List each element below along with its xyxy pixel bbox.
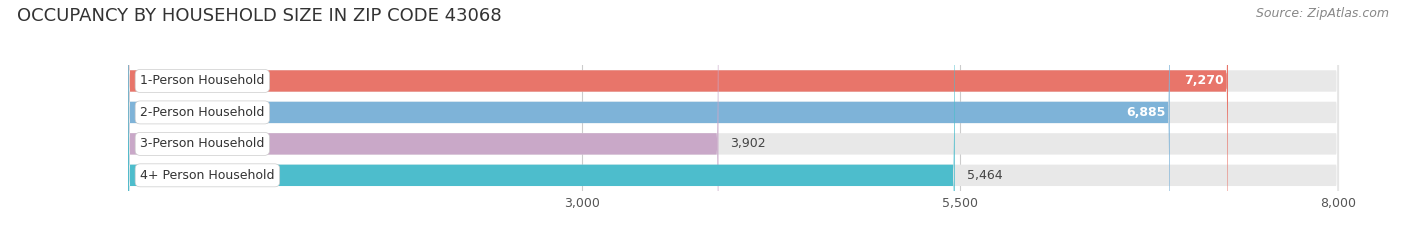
FancyBboxPatch shape bbox=[128, 0, 1339, 233]
FancyBboxPatch shape bbox=[128, 0, 955, 233]
Text: 6,885: 6,885 bbox=[1126, 106, 1166, 119]
FancyBboxPatch shape bbox=[128, 0, 1170, 233]
FancyBboxPatch shape bbox=[128, 0, 1339, 233]
Text: 3-Person Household: 3-Person Household bbox=[141, 137, 264, 150]
FancyBboxPatch shape bbox=[128, 0, 1339, 233]
Text: 7,270: 7,270 bbox=[1184, 75, 1223, 87]
Text: OCCUPANCY BY HOUSEHOLD SIZE IN ZIP CODE 43068: OCCUPANCY BY HOUSEHOLD SIZE IN ZIP CODE … bbox=[17, 7, 502, 25]
Text: 1-Person Household: 1-Person Household bbox=[141, 75, 264, 87]
FancyBboxPatch shape bbox=[128, 0, 1339, 233]
Text: 3,902: 3,902 bbox=[731, 137, 766, 150]
Text: Source: ZipAtlas.com: Source: ZipAtlas.com bbox=[1256, 7, 1389, 20]
FancyBboxPatch shape bbox=[128, 0, 718, 233]
Text: 2-Person Household: 2-Person Household bbox=[141, 106, 264, 119]
FancyBboxPatch shape bbox=[128, 0, 1227, 233]
Text: 5,464: 5,464 bbox=[967, 169, 1002, 182]
Text: 4+ Person Household: 4+ Person Household bbox=[141, 169, 274, 182]
